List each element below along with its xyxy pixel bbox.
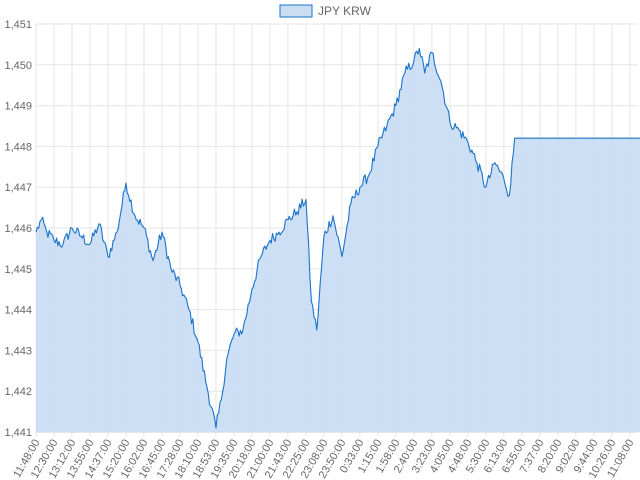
- series-area-fill: [36, 48, 640, 432]
- y-tick-label: 1,441: [4, 427, 32, 439]
- series-line: [35, 47, 640, 429]
- y-tick-label: 1,451: [4, 19, 32, 31]
- y-tick-label: 1,442: [4, 386, 32, 398]
- legend-swatch: [279, 4, 313, 18]
- y-tick-label: 1,449: [4, 101, 32, 113]
- y-tick-label: 1,444: [4, 305, 32, 317]
- legend[interactable]: JPY KRW: [279, 4, 372, 18]
- y-tick-label: 1,445: [4, 264, 32, 276]
- x-axis: 11:48:0012:30:0013:12:0013:55:0014:37:00…: [11, 438, 636, 480]
- y-axis: 1,441 1,442 1,443 1,444 1,445 1,446 1,447 1,448…: [4, 19, 32, 439]
- y-tick-label: 1,450: [4, 60, 32, 72]
- y-tick-label: 1,446: [4, 223, 32, 235]
- legend-label: JPY KRW: [318, 4, 372, 18]
- y-tick-label: 1,448: [4, 141, 32, 153]
- y-tick-label: 1,443: [4, 345, 32, 357]
- y-tick-label: 1,447: [4, 182, 32, 194]
